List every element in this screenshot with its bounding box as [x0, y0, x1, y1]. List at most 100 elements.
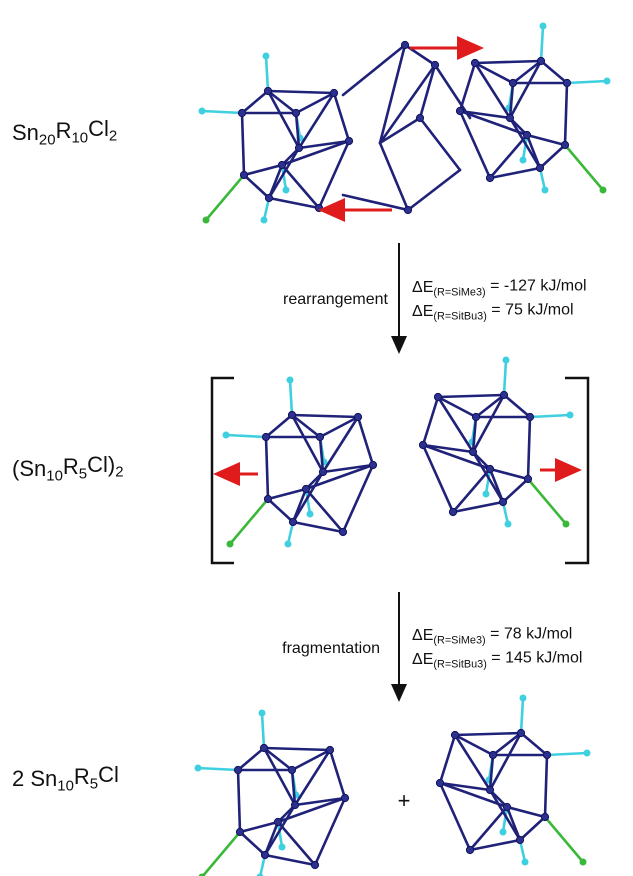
- ligand-bond: [528, 413, 572, 419]
- sn-atom: [291, 108, 301, 118]
- sn-atom: [465, 845, 475, 855]
- sn-bond: [267, 196, 321, 210]
- sn-bond: [421, 443, 455, 514]
- sn-atom: [315, 432, 325, 442]
- sn-bond: [341, 463, 375, 534]
- sn-bond: [291, 487, 308, 524]
- subscript: (R=SiMe3): [433, 634, 485, 646]
- sn-bond: [543, 753, 549, 819]
- sn-bond: [468, 805, 509, 852]
- sn-bond: [473, 59, 543, 65]
- ligand-atom: [566, 411, 574, 419]
- ligand-atom: [278, 843, 286, 851]
- ligand-atom: [579, 858, 587, 866]
- sn-atom: [325, 745, 335, 755]
- formula: (Sn10R5Cl)2: [12, 452, 124, 485]
- text-run: Cl: [98, 762, 119, 787]
- sn-atom: [502, 802, 512, 812]
- sn-bond: [294, 111, 301, 150]
- bracket: [210, 376, 234, 565]
- sn-atom: [515, 835, 525, 845]
- sn-atom: [485, 464, 495, 474]
- step-label: rearrangement: [283, 291, 389, 308]
- sn-bond: [458, 109, 492, 180]
- sn-atom: [418, 440, 428, 450]
- sn-bond: [563, 81, 569, 147]
- plus-sign: +: [398, 788, 411, 813]
- sn-atom: [435, 778, 445, 788]
- sn-atom: [239, 170, 249, 180]
- sn-atom: [536, 56, 546, 66]
- ligand-atom: [194, 764, 202, 772]
- sn-bond: [240, 111, 246, 177]
- sn-bond: [418, 63, 437, 120]
- sn-atom: [485, 785, 495, 795]
- sn-bond: [378, 63, 437, 145]
- ligand-atom: [284, 540, 292, 548]
- ligand-atom: [504, 520, 512, 528]
- sn-atom: [433, 392, 443, 402]
- sn-bond: [471, 450, 505, 504]
- sn-bond: [263, 820, 280, 857]
- sn-bond: [539, 59, 569, 85]
- sn-bond: [458, 109, 529, 137]
- sn-atom: [261, 432, 271, 442]
- sn-bond: [525, 133, 542, 170]
- sn-bond: [526, 415, 532, 481]
- text-run: ΔE: [412, 279, 433, 296]
- sn-bond: [471, 415, 478, 454]
- bracket: [565, 376, 590, 565]
- subscript: (R=SiMe3): [433, 286, 485, 298]
- sn-bond: [451, 467, 492, 514]
- sn-bond: [488, 731, 523, 792]
- sn-bond: [321, 415, 360, 474]
- text-run: R: [56, 118, 72, 143]
- sn-bond: [313, 796, 347, 867]
- sn-atom: [294, 143, 304, 153]
- ligand-bond: [228, 497, 270, 546]
- text-run: 2 Sn: [12, 766, 57, 791]
- subscript: 10: [46, 467, 63, 484]
- sn-bond: [458, 61, 477, 113]
- sn-bond: [332, 91, 351, 143]
- ligand-atom: [499, 828, 507, 836]
- sn-atom: [340, 793, 350, 803]
- sn-bond: [378, 141, 410, 212]
- sn-atom: [287, 410, 297, 420]
- ligand-bond: [501, 805, 509, 834]
- text-run: R: [74, 764, 90, 789]
- sn-atom: [540, 812, 550, 822]
- sn-bond: [304, 463, 375, 491]
- sn-atom: [485, 173, 495, 183]
- ligand-atom: [198, 107, 206, 115]
- sn-bond: [488, 166, 542, 180]
- sn-bond: [262, 746, 332, 752]
- ligand-atom: [198, 873, 206, 876]
- ligand-atom: [583, 749, 591, 757]
- sn-bond: [266, 89, 298, 115]
- sn-atom: [498, 497, 508, 507]
- sn-atom: [488, 750, 498, 760]
- ligand-bond: [260, 711, 266, 750]
- energy: ΔE(R=SiMe3) = -127 kJ/mol: [412, 277, 587, 298]
- subscript: 2: [115, 463, 123, 480]
- sn-bond: [236, 768, 242, 834]
- bridge: [341, 40, 472, 215]
- sn-bond: [436, 393, 506, 399]
- sn-bond: [242, 163, 284, 177]
- text-run: Cl: [88, 116, 109, 141]
- sn-bond: [328, 748, 347, 800]
- sn-bond: [267, 163, 284, 200]
- text-run: R: [63, 454, 79, 479]
- sn-bond: [473, 61, 512, 120]
- text-run: = 75 kJ/mol: [487, 301, 574, 318]
- sn-bond: [474, 393, 506, 419]
- sn-bond: [511, 59, 543, 85]
- sn-bond: [406, 168, 462, 212]
- sn-atom: [290, 800, 300, 810]
- sn-bond: [378, 43, 407, 145]
- sn-atom: [415, 113, 425, 123]
- sn-bond: [290, 768, 297, 807]
